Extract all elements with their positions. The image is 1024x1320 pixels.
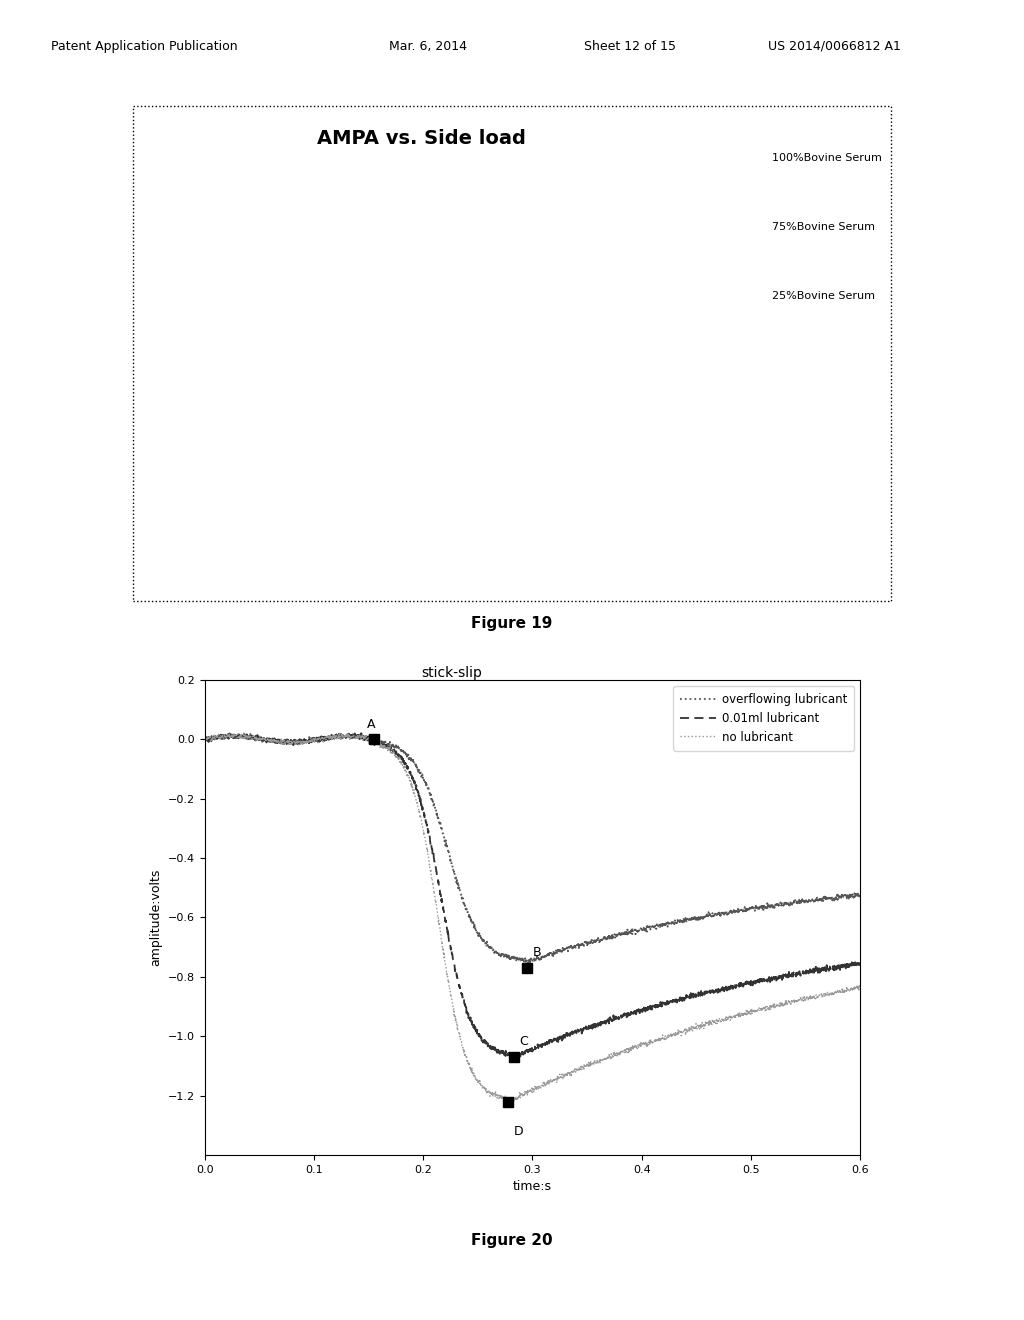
75%Bovine Serum: [263, 247, 275, 263]
overflowing lubricant: [842, 887, 854, 903]
0.01ml lubricant: [312, 731, 325, 747]
100%Bovine Serum: [589, 488, 601, 504]
Text: US 2014/0066812 A1: US 2014/0066812 A1: [768, 40, 901, 53]
Text: B: B: [532, 946, 541, 958]
Y-axis label: AMPA:Volts: AMPA:Volts: [159, 306, 172, 387]
25%Bovine Serum: [329, 269, 341, 285]
0.01ml lubricant: [355, 725, 368, 741]
Text: stick-slip: stick-slip: [421, 667, 482, 680]
25%Bovine Serum: [589, 467, 601, 483]
Text: AMPA vs. Side load: AMPA vs. Side load: [316, 129, 525, 148]
no lubricant: [222, 726, 234, 742]
Text: Patent Application Publication: Patent Application Publication: [51, 40, 238, 53]
75%Bovine Serum: [459, 473, 471, 488]
75%Bovine Serum: [589, 495, 601, 511]
no lubricant: [273, 734, 286, 750]
X-axis label: time:s: time:s: [513, 1180, 552, 1193]
overflowing lubricant: [854, 887, 866, 903]
overflowing lubricant: [478, 935, 490, 950]
25%Bovine Serum: [523, 462, 536, 478]
no lubricant: [771, 995, 783, 1011]
75%Bovine Serum: [329, 371, 341, 387]
100%Bovine Serum: [653, 488, 666, 504]
25%Bovine Serum: [263, 257, 275, 273]
overflowing lubricant: [273, 734, 286, 750]
25%Bovine Serum: [653, 473, 666, 488]
25%Bovine Serum: [199, 182, 211, 198]
0.01ml lubricant: [273, 735, 286, 751]
Text: Figure 20: Figure 20: [471, 1233, 553, 1249]
no lubricant: [199, 733, 211, 748]
X-axis label: Side loading:lbs.: Side loading:lbs.: [374, 560, 490, 573]
Text: A: A: [367, 718, 375, 731]
0.01ml lubricant: [842, 957, 854, 973]
Y-axis label: amplitude:volts: amplitude:volts: [150, 869, 163, 966]
25%Bovine Serum: [459, 430, 471, 446]
0.01ml lubricant: [854, 957, 866, 973]
Text: C: C: [519, 1035, 528, 1048]
no lubricant: [504, 1096, 516, 1111]
Text: 100%Bovine Serum: 100%Bovine Serum: [772, 153, 882, 164]
100%Bovine Serum: [263, 236, 275, 252]
no lubricant: [842, 982, 854, 998]
Line: overflowing lubricant: overflowing lubricant: [205, 733, 860, 964]
75%Bovine Serum: [653, 495, 666, 511]
Text: Sheet 12 of 15: Sheet 12 of 15: [584, 40, 676, 53]
100%Bovine Serum: [459, 467, 471, 483]
0.01ml lubricant: [478, 1036, 490, 1052]
Text: 75%Bovine Serum: 75%Bovine Serum: [772, 222, 876, 232]
Text: 25%Bovine Serum: 25%Bovine Serum: [772, 290, 876, 301]
Text: Mar. 6, 2014: Mar. 6, 2014: [389, 40, 467, 53]
no lubricant: [451, 1014, 463, 1030]
0.01ml lubricant: [199, 734, 211, 750]
overflowing lubricant: [245, 725, 257, 741]
Legend: overflowing lubricant, 0.01ml lubricant, no lubricant: overflowing lubricant, 0.01ml lubricant,…: [674, 685, 854, 751]
75%Bovine Serum: [199, 231, 211, 247]
Text: Figure 19: Figure 19: [471, 615, 553, 631]
0.01ml lubricant: [771, 970, 783, 986]
100%Bovine Serum: [523, 483, 536, 499]
Line: 0.01ml lubricant: 0.01ml lubricant: [205, 733, 860, 1059]
100%Bovine Serum: [199, 220, 211, 236]
overflowing lubricant: [312, 731, 325, 747]
overflowing lubricant: [199, 731, 211, 747]
100%Bovine Serum: [329, 366, 341, 381]
Line: no lubricant: no lubricant: [205, 734, 860, 1104]
75%Bovine Serum: [523, 488, 536, 504]
overflowing lubricant: [771, 895, 783, 911]
100%Bovine Serum: [393, 397, 406, 413]
no lubricant: [312, 731, 325, 747]
Line: 100%Bovine Serum: 100%Bovine Serum: [202, 224, 663, 500]
0.01ml lubricant: [509, 1051, 521, 1067]
Text: D: D: [514, 1125, 523, 1138]
no lubricant: [478, 1080, 490, 1096]
Line: 75%Bovine Serum: 75%Bovine Serum: [201, 235, 664, 507]
Line: 25%Bovine Serum: 25%Bovine Serum: [202, 187, 663, 484]
no lubricant: [854, 978, 866, 994]
0.01ml lubricant: [451, 965, 463, 981]
overflowing lubricant: [523, 956, 536, 972]
75%Bovine Serum: [393, 403, 406, 418]
overflowing lubricant: [451, 874, 463, 890]
25%Bovine Serum: [393, 366, 406, 381]
